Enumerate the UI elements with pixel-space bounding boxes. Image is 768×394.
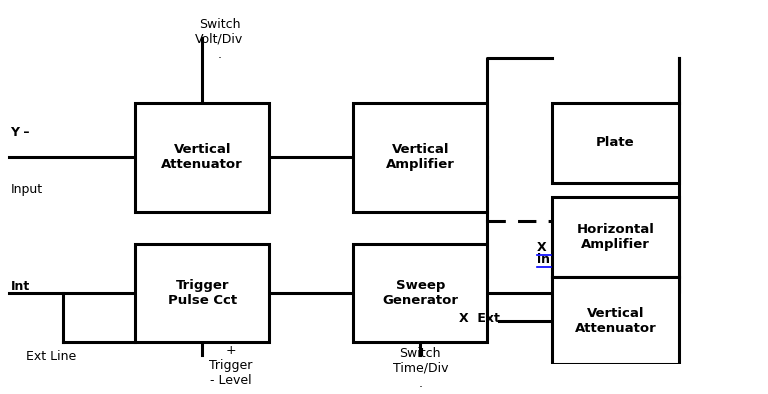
Text: +
Trigger
- Level: + Trigger - Level	[209, 344, 253, 387]
Text: X: X	[537, 240, 547, 253]
FancyBboxPatch shape	[353, 103, 488, 212]
FancyBboxPatch shape	[552, 277, 679, 364]
Text: Switch
Volt/Div
.: Switch Volt/Div .	[195, 18, 243, 61]
Text: Vertical
Amplifier: Vertical Amplifier	[386, 143, 455, 171]
FancyBboxPatch shape	[135, 244, 270, 342]
Text: Plate: Plate	[596, 136, 635, 149]
Text: Trigger
Pulse Cct: Trigger Pulse Cct	[167, 279, 237, 307]
Text: in: in	[537, 253, 550, 266]
Text: Y –: Y –	[11, 126, 30, 139]
FancyBboxPatch shape	[552, 197, 679, 277]
Text: Vertical
Attenuator: Vertical Attenuator	[574, 307, 657, 335]
Text: Horizontal
Amplifier: Horizontal Amplifier	[577, 223, 654, 251]
FancyBboxPatch shape	[353, 244, 488, 342]
Text: X  Ext: X Ext	[459, 312, 500, 325]
Text: Switch
Time/Div
.: Switch Time/Div .	[392, 347, 448, 390]
Text: Sweep
Generator: Sweep Generator	[382, 279, 458, 307]
Text: Vertical
Attenuator: Vertical Attenuator	[161, 143, 243, 171]
FancyBboxPatch shape	[552, 103, 679, 183]
Text: Input: Input	[11, 183, 43, 196]
Text: Int: Int	[11, 280, 30, 293]
FancyBboxPatch shape	[135, 103, 270, 212]
Text: Ext Line: Ext Line	[26, 349, 76, 362]
